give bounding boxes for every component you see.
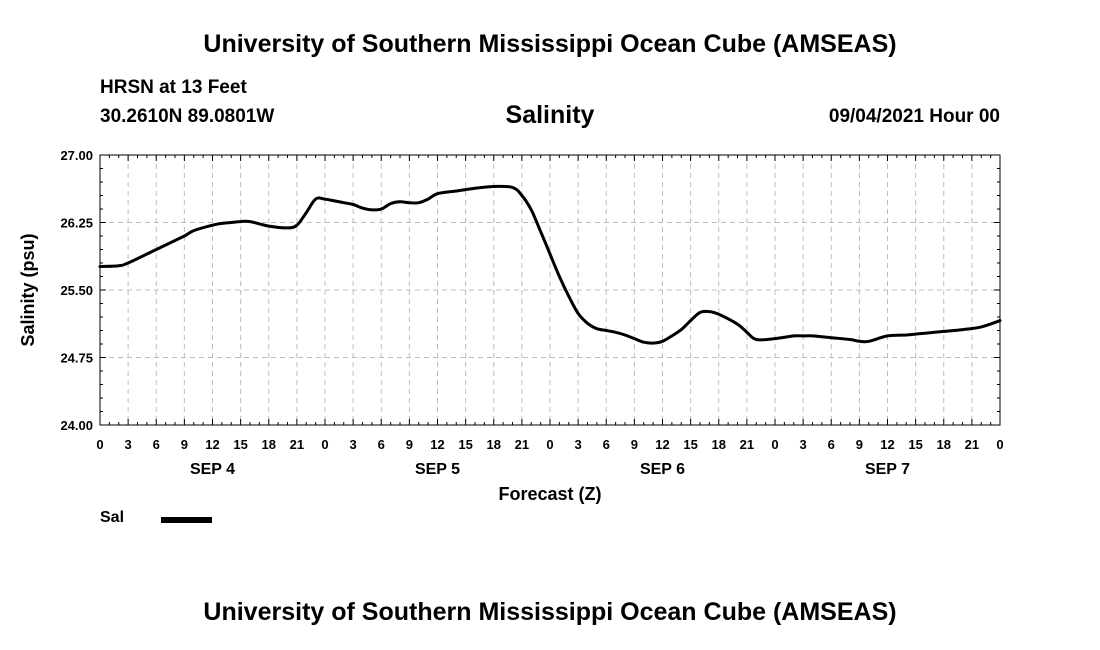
x-tick-label: 6 bbox=[378, 437, 385, 452]
x-tick-label: 9 bbox=[406, 437, 413, 452]
x-tick-label: 15 bbox=[233, 437, 247, 452]
x-tick-label: 3 bbox=[350, 437, 357, 452]
x-tick-label: 21 bbox=[965, 437, 979, 452]
x-tick-label: 18 bbox=[262, 437, 276, 452]
x-tick-label: 0 bbox=[321, 437, 328, 452]
x-tick-label: 12 bbox=[430, 437, 444, 452]
x-tick-label: 6 bbox=[603, 437, 610, 452]
date-label: SEP 6 bbox=[640, 461, 685, 478]
footer-title: University of Southern Mississippi Ocean… bbox=[203, 598, 897, 626]
x-tick-label: 9 bbox=[181, 437, 188, 452]
series-line-sal bbox=[98, 184, 1002, 345]
x-tick-label: 6 bbox=[828, 437, 835, 452]
date-label: SEP 5 bbox=[415, 461, 460, 478]
forecast-datetime: 09/04/2021 Hour 00 bbox=[828, 106, 1000, 127]
chart-title: Salinity bbox=[505, 101, 595, 129]
y-tick-label: 24.75 bbox=[60, 351, 93, 366]
x-tick-label: 21 bbox=[740, 437, 754, 452]
x-tick-label: 9 bbox=[631, 437, 638, 452]
station-label: HRSN at 13 Feet bbox=[100, 77, 247, 98]
x-tick-label: 18 bbox=[712, 437, 726, 452]
x-tick-label: 0 bbox=[546, 437, 553, 452]
legend-label: Sal bbox=[100, 509, 125, 526]
y-tick-label: 24.00 bbox=[60, 418, 93, 433]
x-tick-label: 3 bbox=[575, 437, 582, 452]
main-title: University of Southern Mississippi Ocean… bbox=[203, 30, 897, 58]
date-label: SEP 7 bbox=[865, 461, 910, 478]
date-label: SEP 4 bbox=[190, 461, 235, 478]
x-tick-label: 3 bbox=[125, 437, 132, 452]
series-layer bbox=[98, 184, 1002, 345]
x-tick-label: 15 bbox=[683, 437, 697, 452]
y-tick-label: 26.25 bbox=[60, 216, 93, 231]
x-tick-label: 0 bbox=[771, 437, 778, 452]
x-tick-label: 15 bbox=[908, 437, 922, 452]
x-tick-label: 18 bbox=[937, 437, 951, 452]
grid bbox=[100, 155, 1000, 425]
x-tick-label: 21 bbox=[290, 437, 304, 452]
x-axis-title: Forecast (Z) bbox=[498, 484, 601, 504]
x-tick-label: 12 bbox=[880, 437, 894, 452]
x-tick-label: 0 bbox=[96, 437, 103, 452]
x-tick-label: 0 bbox=[996, 437, 1003, 452]
x-tick-label: 18 bbox=[487, 437, 501, 452]
x-tick-label: 3 bbox=[800, 437, 807, 452]
x-tick-label: 12 bbox=[205, 437, 219, 452]
axis-labels: 24.00 24.75 25.50 26.25 27.00 0 3 6 9 12 15 18 21 0 3 6… bbox=[18, 148, 1004, 504]
x-tick-label: 15 bbox=[458, 437, 472, 452]
x-tick-label: 6 bbox=[153, 437, 160, 452]
y-axis-title: Salinity (psu) bbox=[18, 233, 38, 346]
y-tick-label: 25.50 bbox=[60, 283, 93, 298]
legend-line-swatch bbox=[161, 517, 212, 523]
x-tick-label: 21 bbox=[515, 437, 529, 452]
y-tick-label: 27.00 bbox=[60, 148, 93, 163]
coordinates-label: 30.2610N 89.0801W bbox=[100, 106, 275, 127]
axis-ticks bbox=[99, 154, 1001, 426]
x-tick-label: 12 bbox=[655, 437, 669, 452]
x-tick-label: 9 bbox=[856, 437, 863, 452]
